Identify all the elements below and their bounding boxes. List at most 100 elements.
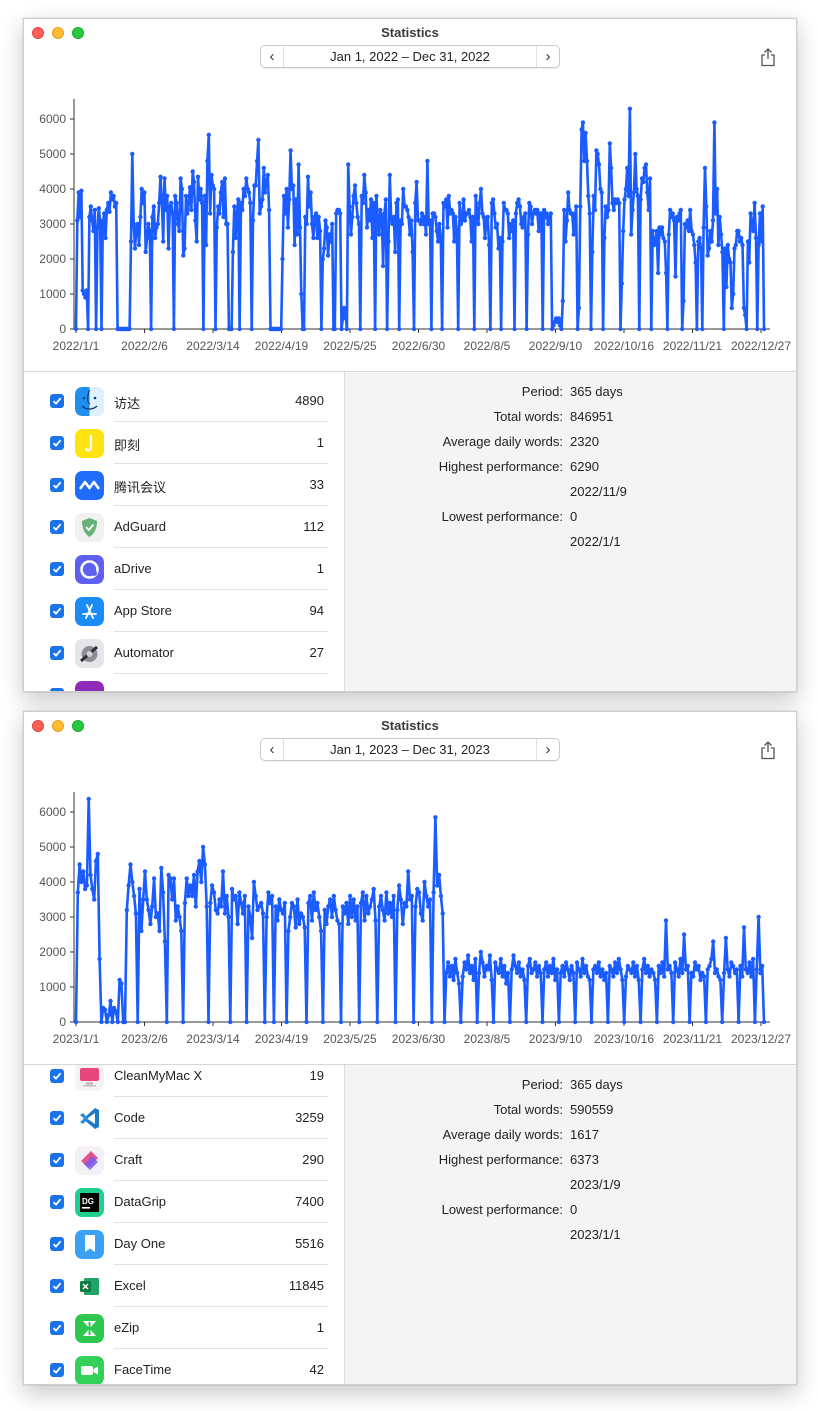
app-row[interactable]: Excel 11845 <box>24 1265 344 1307</box>
data-point <box>512 326 517 332</box>
data-point <box>557 323 563 328</box>
app-checkbox[interactable] <box>50 1153 64 1167</box>
app-checkbox[interactable] <box>50 478 64 492</box>
data-point <box>434 228 439 234</box>
date-range-label[interactable]: Jan 1, 2022 – Dec 31, 2022 <box>330 49 490 64</box>
data-point <box>431 890 436 895</box>
zoom-button[interactable] <box>72 720 84 732</box>
row-divider <box>114 1138 328 1139</box>
app-row[interactable]: eZip 1 <box>24 1307 344 1349</box>
data-point <box>474 207 480 213</box>
app-checkbox[interactable] <box>50 1069 64 1083</box>
stats-panel: Period: 365 days Total words: 846951 Average… <box>344 372 796 691</box>
data-point <box>511 953 516 958</box>
app-list[interactable]: CleanMyMac X 19 Code 3259 Craft 290 DG DataGrip… <box>24 1065 344 1384</box>
app-row[interactable]: AdGuard 112 <box>24 506 344 548</box>
close-button[interactable] <box>32 720 44 732</box>
data-point <box>225 221 230 227</box>
app-checkbox[interactable] <box>50 646 64 660</box>
app-checkbox[interactable] <box>50 604 64 618</box>
data-point <box>393 249 398 255</box>
app-row[interactable]: App Store 94 <box>24 590 344 632</box>
next-period-button[interactable]: › <box>536 739 559 760</box>
app-checkbox[interactable] <box>50 1111 64 1125</box>
data-point <box>306 900 311 906</box>
data-point <box>319 326 324 332</box>
previous-period-button[interactable]: ‹ <box>261 46 284 67</box>
data-point <box>79 188 84 193</box>
app-checkbox[interactable] <box>50 1195 64 1209</box>
app-row[interactable]: Automator 27 <box>24 632 344 674</box>
checkmark-icon <box>52 649 62 657</box>
app-checkbox[interactable] <box>50 562 64 576</box>
app-row[interactable]: 访达 4890 <box>24 380 344 422</box>
data-point <box>578 204 583 209</box>
app-row[interactable]: 即刻 1 <box>24 422 344 464</box>
data-point <box>285 225 291 230</box>
data-point <box>622 1019 627 1025</box>
previous-period-button[interactable]: ‹ <box>261 739 284 760</box>
data-point <box>716 974 721 979</box>
data-point <box>496 246 501 251</box>
data-point <box>413 904 418 909</box>
data-point <box>427 897 433 902</box>
app-checkbox[interactable] <box>50 1363 64 1377</box>
app-checkbox[interactable] <box>50 436 64 450</box>
app-row[interactable]: CleanMyMac X 19 <box>24 1065 344 1097</box>
app-row[interactable]: Day One 5516 <box>24 1223 344 1265</box>
app-row[interactable]: aDrive 1 <box>24 548 344 590</box>
data-point <box>238 200 244 206</box>
data-point <box>426 904 431 909</box>
data-point <box>374 193 379 199</box>
data-point <box>560 963 565 969</box>
data-point <box>750 956 756 962</box>
next-period-button[interactable]: › <box>536 46 559 67</box>
minimize-button[interactable] <box>52 720 64 732</box>
data-point <box>525 963 531 969</box>
data-point <box>160 890 166 895</box>
data-point <box>206 132 211 137</box>
data-point <box>153 914 159 920</box>
data-point <box>507 235 512 241</box>
data-point <box>647 176 653 181</box>
app-row[interactable] <box>24 674 344 691</box>
data-point <box>112 204 118 209</box>
app-checkbox[interactable] <box>50 688 64 691</box>
data-point <box>655 270 661 276</box>
data-point <box>751 228 756 234</box>
app-checkbox[interactable] <box>50 394 64 408</box>
data-point <box>264 914 269 920</box>
data-point <box>279 326 284 332</box>
app-checkbox[interactable] <box>50 1279 64 1293</box>
app-row[interactable]: Code 3259 <box>24 1097 344 1139</box>
data-point <box>169 200 174 206</box>
app-row[interactable]: FaceTime 42 <box>24 1349 344 1384</box>
minimize-button[interactable] <box>52 27 64 39</box>
app-checkbox[interactable] <box>50 1321 64 1335</box>
chevron-right-icon: › <box>545 741 551 758</box>
stat-label: Period: <box>521 384 563 399</box>
app-row[interactable]: Craft 290 <box>24 1139 344 1181</box>
zoom-button[interactable] <box>72 27 84 39</box>
data-point <box>623 974 629 979</box>
data-point <box>683 967 689 972</box>
data-point <box>349 914 355 920</box>
share-icon[interactable] <box>760 740 776 760</box>
data-point <box>485 214 490 220</box>
close-button[interactable] <box>32 27 44 39</box>
app-checkbox[interactable] <box>50 1237 64 1251</box>
app-row[interactable]: 腾讯会议 33 <box>24 464 344 506</box>
app-checkbox[interactable] <box>50 520 64 534</box>
data-point <box>740 242 745 248</box>
data-point <box>159 197 164 202</box>
data-point <box>689 228 694 234</box>
share-icon[interactable] <box>760 47 776 67</box>
data-point <box>649 967 654 972</box>
app-list[interactable]: 访达 4890 即刻 1 腾讯会议 33 AdGuard 112 aDrive 1 App Stor… <box>24 372 344 691</box>
data-point <box>551 323 556 328</box>
data-point <box>473 956 478 962</box>
data-point <box>170 897 175 902</box>
app-row[interactable]: DG DataGrip 7400 <box>24 1181 344 1223</box>
date-range-label[interactable]: Jan 1, 2023 – Dec 31, 2023 <box>330 742 490 757</box>
data-point <box>211 186 217 192</box>
